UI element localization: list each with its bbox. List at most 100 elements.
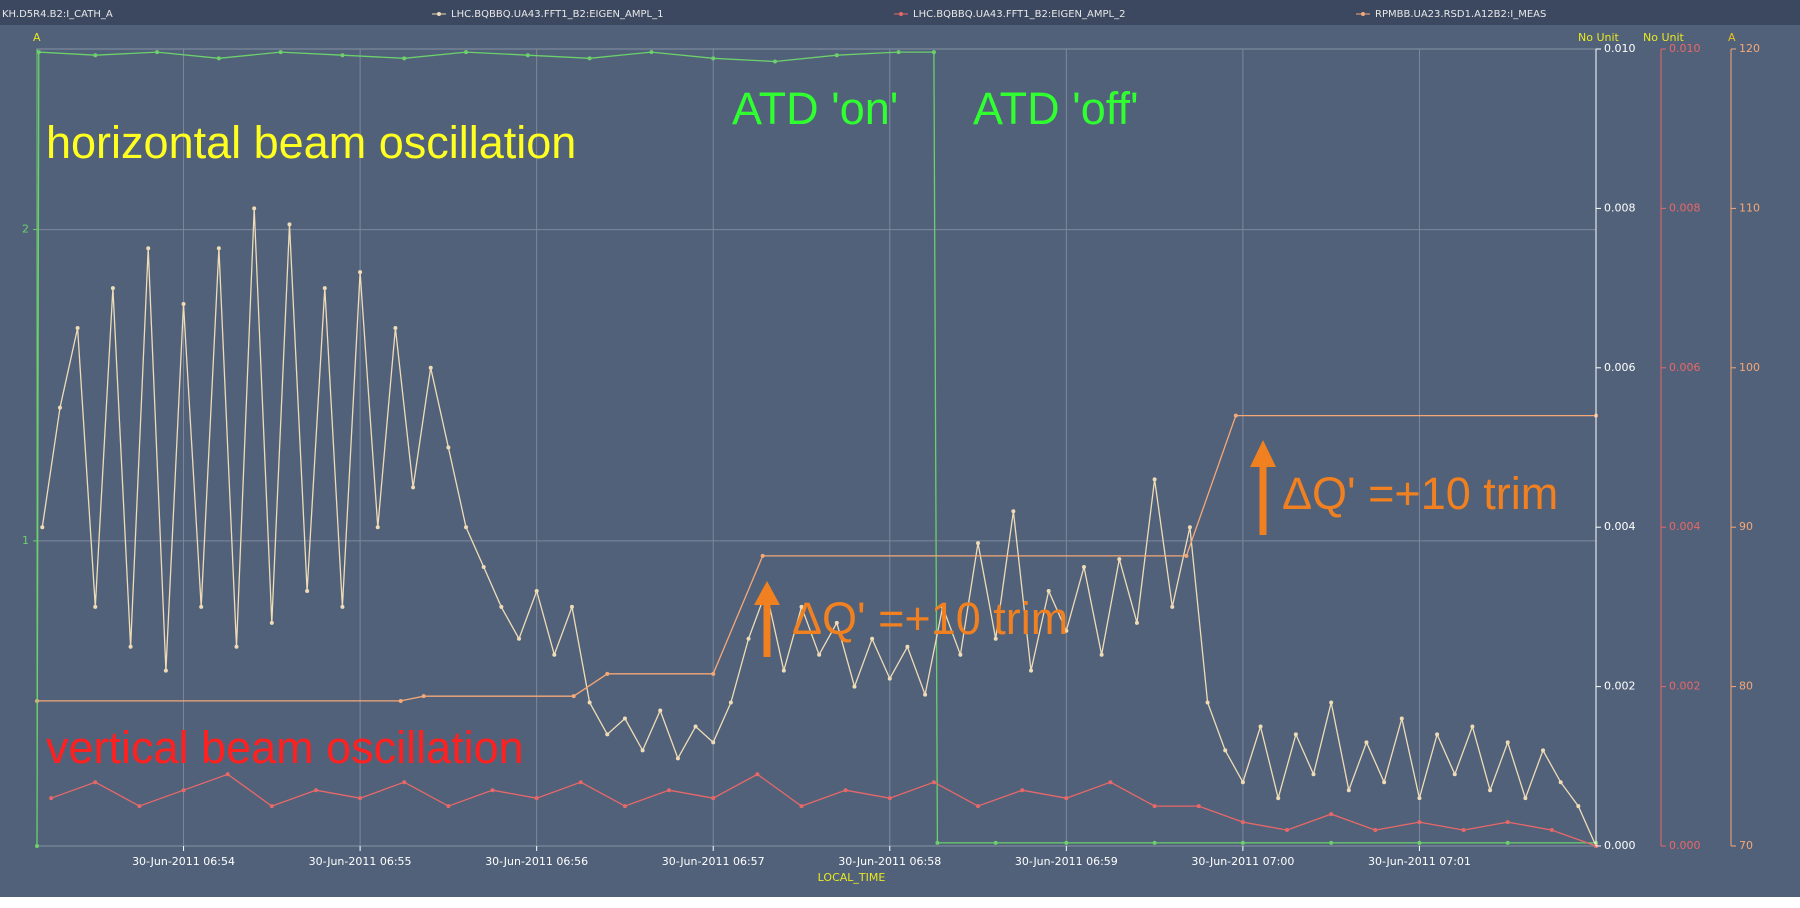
series-line — [36, 51, 1596, 847]
data-point — [1046, 588, 1051, 593]
data-point — [517, 636, 522, 641]
data-point — [1152, 477, 1157, 482]
annotation: ΔQ' =+10 trim — [792, 593, 1068, 644]
data-point — [1329, 700, 1334, 705]
data-point — [93, 53, 98, 58]
data-point — [887, 796, 892, 801]
data-point — [552, 652, 557, 657]
data-point — [146, 246, 151, 251]
data-point — [340, 53, 345, 58]
data-point — [931, 50, 936, 55]
series-layer — [35, 50, 1598, 848]
data-point — [1240, 820, 1245, 825]
data-point — [1081, 565, 1086, 570]
axes: 30-Jun-2011 06:54 30-Jun-2011 06:55 30-Jun… — [22, 31, 1760, 884]
data-point — [605, 671, 610, 676]
data-point — [75, 325, 80, 330]
data-point — [1373, 828, 1378, 833]
data-point — [1541, 748, 1546, 753]
data-point — [481, 565, 486, 570]
bottom-strip — [0, 897, 1800, 908]
data-point — [1576, 804, 1581, 809]
data-point — [1523, 796, 1528, 801]
y2-axis-label: No Unit — [1578, 31, 1620, 44]
data-point — [1329, 840, 1334, 845]
y3-tick-label: 0.008 — [1669, 201, 1701, 214]
data-point — [305, 588, 310, 593]
data-point — [234, 644, 239, 649]
x-tick-label: 30-Jun-2011 06:54 — [132, 855, 235, 868]
y2-tick-label: 0.010 — [1604, 42, 1636, 55]
data-point — [216, 246, 221, 251]
data-point — [834, 53, 839, 58]
data-point — [711, 740, 716, 745]
y3-tick-label: 0.004 — [1669, 520, 1701, 533]
data-point — [1064, 796, 1069, 801]
annotation: ATD 'off' — [973, 83, 1139, 134]
data-point — [1417, 796, 1422, 801]
data-point — [1020, 788, 1025, 793]
data-point — [446, 804, 451, 809]
legend-marker-dot — [899, 12, 903, 16]
data-point — [773, 59, 778, 64]
data-point — [490, 788, 495, 793]
data-point — [313, 788, 318, 793]
data-point — [93, 604, 98, 609]
annotation: ΔQ' =+10 trim — [1282, 468, 1558, 519]
data-point — [269, 620, 274, 625]
data-point — [1108, 780, 1113, 785]
y2-tick-label: 0.008 — [1604, 201, 1636, 214]
data-point — [110, 286, 115, 291]
data-point — [1134, 620, 1139, 625]
data-point — [675, 756, 680, 761]
data-point — [1505, 820, 1510, 825]
series-line — [50, 773, 1597, 847]
data-point — [1064, 840, 1069, 845]
data-point — [402, 780, 407, 785]
data-point — [1505, 740, 1510, 745]
data-point — [464, 525, 469, 530]
data-point — [1187, 525, 1192, 530]
data-point — [887, 676, 892, 681]
y2-tick-label: 0.004 — [1604, 520, 1636, 533]
legend-label: LHC.BQBBQ.UA43.FFT1_B2:EIGEN_AMPL_1 — [451, 9, 663, 20]
data-point — [571, 694, 576, 699]
data-point — [711, 796, 716, 801]
data-point — [622, 716, 627, 721]
data-point — [1435, 732, 1440, 737]
data-point — [163, 668, 168, 673]
data-point — [587, 56, 592, 61]
data-point — [1549, 828, 1554, 833]
data-point — [1223, 748, 1228, 753]
data-point — [870, 636, 875, 641]
data-point — [1488, 788, 1493, 793]
data-point — [1558, 780, 1563, 785]
data-point — [569, 604, 574, 609]
data-point — [658, 708, 663, 713]
y2-tick-label: 0.002 — [1604, 680, 1636, 693]
y3-tick-label: 0.000 — [1669, 839, 1701, 852]
data-point — [128, 644, 133, 649]
data-point — [852, 684, 857, 689]
legend-label: LHC.BQBBQ.UA43.FFT1_B2:EIGEN_AMPL_2 — [913, 9, 1125, 20]
data-point — [649, 50, 654, 55]
data-point — [340, 604, 345, 609]
data-point — [1170, 604, 1175, 609]
data-point — [760, 553, 765, 558]
data-point — [781, 668, 786, 673]
data-point — [993, 840, 998, 845]
data-point — [1011, 509, 1016, 514]
data-point — [1311, 772, 1316, 777]
data-point — [398, 698, 403, 703]
data-point — [1240, 780, 1245, 785]
data-point — [525, 53, 530, 58]
y4-axis-label: A — [1728, 31, 1736, 44]
x-tick-label: 30-Jun-2011 06:59 — [1015, 855, 1118, 868]
data-point — [534, 588, 539, 593]
data-point — [711, 671, 716, 676]
data-point — [57, 405, 62, 410]
y4-tick-label: 90 — [1739, 520, 1753, 533]
data-point — [622, 804, 627, 809]
data-point — [693, 724, 698, 729]
